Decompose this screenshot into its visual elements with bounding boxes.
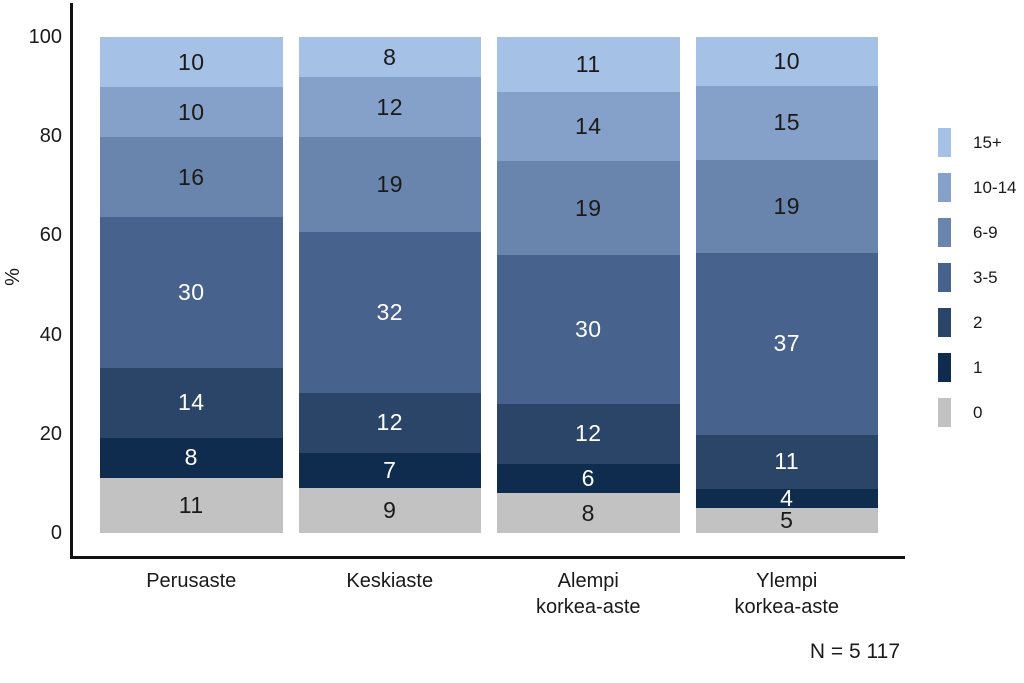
segment-value-label: 11 bbox=[178, 491, 204, 518]
segment-value-label: 11 bbox=[575, 50, 601, 77]
bar-segment: 11 bbox=[497, 37, 680, 92]
legend-swatch bbox=[938, 353, 951, 382]
segment-value-label: 15 bbox=[773, 109, 801, 136]
y-axis-spine bbox=[70, 3, 73, 559]
segment-value-label: 8 bbox=[581, 499, 595, 526]
bar-segment: 10 bbox=[100, 37, 283, 88]
bar-segment: 11 bbox=[695, 434, 878, 489]
legend-swatch bbox=[938, 218, 951, 247]
y-axis-tick-label: 40 bbox=[39, 323, 62, 346]
bar-segment: 14 bbox=[497, 91, 680, 161]
legend-swatch bbox=[938, 128, 951, 157]
legend: 15+ 10-14 6-9 3-5 2 1 0 bbox=[938, 128, 1016, 427]
legend-item: 0 bbox=[938, 398, 1016, 427]
bar-segment: 19 bbox=[695, 159, 878, 254]
x-axis-label: Alempi korkea-aste bbox=[536, 570, 641, 618]
segment-value-label: 12 bbox=[376, 93, 404, 120]
bar-segment: 10 bbox=[100, 87, 283, 138]
legend-label: 0 bbox=[973, 402, 983, 422]
legend-item: 10-14 bbox=[938, 173, 1016, 202]
bar-perusaste: 10 10 16 30 14 8 11 bbox=[100, 37, 283, 533]
segment-value-label: 10 bbox=[773, 48, 801, 75]
bar-segment: 12 bbox=[298, 392, 481, 453]
bar-segment: 8 bbox=[497, 493, 680, 533]
segment-value-label: 19 bbox=[574, 194, 602, 221]
segment-value-label: 16 bbox=[177, 163, 205, 190]
legend-swatch bbox=[938, 308, 951, 337]
sample-size-note: N = 5 117 bbox=[809, 640, 900, 663]
bar-segment: 19 bbox=[298, 137, 481, 233]
bar-segment: 12 bbox=[298, 77, 481, 138]
legend-item: 2 bbox=[938, 308, 1016, 337]
bar-segment: 8 bbox=[100, 437, 283, 478]
bar-segment: 15 bbox=[695, 86, 878, 160]
legend-label: 2 bbox=[973, 312, 983, 332]
bar-segment: 6 bbox=[497, 463, 680, 494]
legend-item: 15+ bbox=[938, 128, 1016, 157]
x-axis-spine bbox=[70, 556, 905, 559]
bar-segment: 8 bbox=[298, 37, 481, 78]
segment-value-label: 32 bbox=[376, 299, 404, 326]
bar-segment: 37 bbox=[695, 253, 878, 435]
bar-segment: 30 bbox=[100, 217, 283, 368]
segment-value-label: 10 bbox=[177, 48, 205, 75]
legend-swatch bbox=[938, 173, 951, 202]
segment-value-label: 12 bbox=[574, 420, 602, 447]
segment-value-label: 5 bbox=[780, 507, 794, 534]
y-axis-tick-label: 100 bbox=[28, 26, 62, 48]
y-axis-tick-label: 20 bbox=[39, 422, 62, 445]
legend-item: 3-5 bbox=[938, 263, 1016, 292]
plot-area: 10 10 16 30 14 8 11 8 12 19 32 12 7 9 11 14 19 30 12 6 8 10 15… bbox=[100, 37, 878, 533]
legend-swatch bbox=[938, 398, 951, 427]
segment-value-label: 12 bbox=[376, 409, 404, 436]
y-axis-title: % bbox=[2, 268, 24, 286]
bar-segment: 30 bbox=[497, 255, 680, 405]
segment-value-label: 9 bbox=[383, 496, 397, 523]
bar-keskiaste: 8 12 19 32 12 7 9 bbox=[298, 37, 481, 533]
segment-value-label: 19 bbox=[376, 171, 404, 198]
legend-label: 10-14 bbox=[973, 177, 1017, 197]
segment-value-label: 4 bbox=[780, 485, 794, 512]
x-axis-label: Keskiaste bbox=[346, 570, 434, 592]
segment-value-label: 8 bbox=[184, 444, 198, 471]
legend-label: 6-9 bbox=[973, 222, 998, 242]
x-axis-labels: Perusaste Keskiaste Alempi korkea-aste Ylemp… bbox=[100, 568, 878, 620]
segment-value-label: 6 bbox=[581, 464, 595, 491]
legend-item: 1 bbox=[938, 353, 1016, 382]
y-axis-tick-label: 0 bbox=[50, 522, 62, 544]
legend-label: 3-5 bbox=[973, 267, 998, 287]
bar-segment: 4 bbox=[695, 485, 878, 512]
bar-segment: 10 bbox=[695, 37, 878, 87]
bar-segment: 32 bbox=[298, 232, 481, 393]
segment-value-label: 8 bbox=[383, 43, 397, 70]
bar-segment: 11 bbox=[100, 477, 283, 533]
bar-segment: 16 bbox=[100, 137, 283, 218]
segment-value-label: 30 bbox=[574, 316, 602, 343]
segment-value-label: 14 bbox=[574, 112, 602, 139]
bar-segment: 5 bbox=[695, 507, 878, 534]
segment-value-label: 14 bbox=[177, 389, 205, 416]
bar-segment: 9 bbox=[298, 487, 481, 533]
y-axis-tick-label: 60 bbox=[39, 224, 62, 247]
legend-label: 15+ bbox=[973, 132, 1002, 152]
x-axis-label: Ylempi korkea-aste bbox=[734, 570, 840, 618]
segment-value-label: 11 bbox=[774, 448, 800, 475]
segment-value-label: 7 bbox=[383, 456, 397, 483]
legend-label: 1 bbox=[973, 357, 983, 377]
legend-swatch bbox=[938, 263, 951, 292]
segment-value-label: 19 bbox=[773, 192, 801, 219]
bar-segment: 7 bbox=[298, 452, 481, 488]
segment-value-label: 37 bbox=[773, 330, 801, 357]
segment-value-label: 10 bbox=[177, 98, 205, 125]
y-axis-tick-label: 80 bbox=[39, 125, 62, 148]
x-axis-label: Perusaste bbox=[146, 570, 237, 592]
bar-segment: 19 bbox=[497, 160, 680, 256]
bar-alempi-korkea-aste: 11 14 19 30 12 6 8 bbox=[497, 37, 680, 533]
legend-item: 6-9 bbox=[938, 218, 1016, 247]
bar-segment: 14 bbox=[100, 367, 283, 438]
bar-segment: 12 bbox=[497, 404, 680, 464]
segment-value-label: 30 bbox=[177, 278, 205, 305]
bar-ylempi-korkea-aste: 10 15 19 37 11 4 5 bbox=[695, 37, 878, 534]
